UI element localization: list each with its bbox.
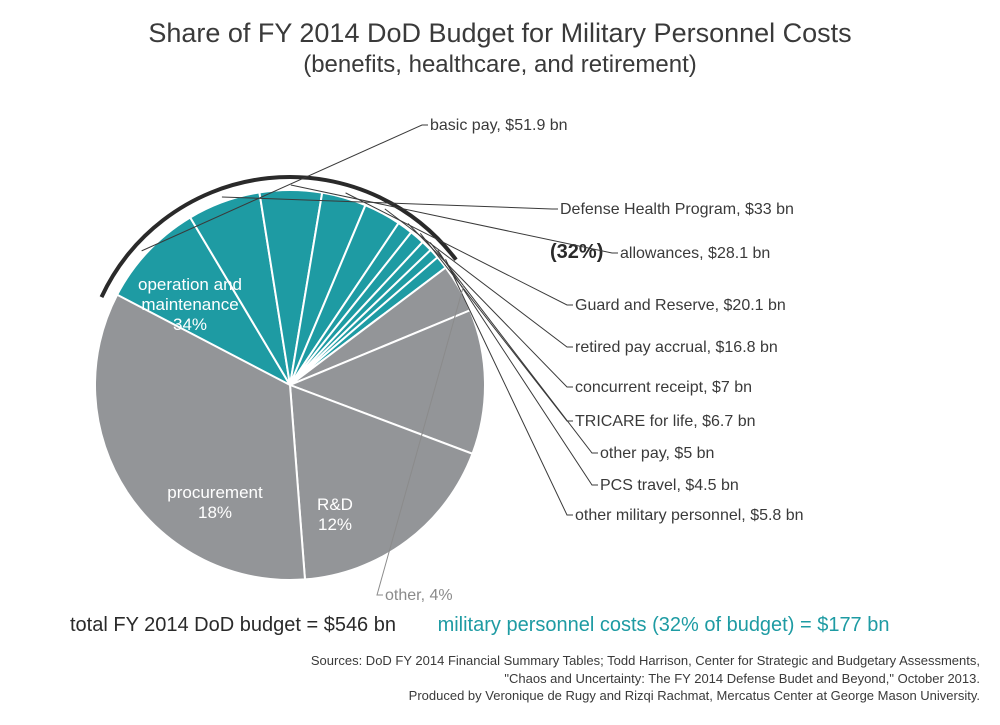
slice-label-interior: R&D12% xyxy=(317,495,353,534)
slice-label-exterior: basic pay, $51.9 bn xyxy=(430,117,568,134)
slice-label-exterior: allowances, $28.1 bn xyxy=(620,245,770,262)
slice-label-exterior: Guard and Reserve, $20.1 bn xyxy=(575,297,786,314)
source-line: Produced by Veronique de Rugy and Rizqi … xyxy=(0,687,980,705)
slice-label-exterior: TRICARE for life, $6.7 bn xyxy=(575,413,756,430)
military-cost-text: military personnel costs (32% of budget)… xyxy=(438,614,890,637)
summary-line: total FY 2014 DoD budget = $546 bn milit… xyxy=(0,614,1000,637)
pie-chart-svg: (32%)R&D12%procurement18%operation andma… xyxy=(0,100,1000,620)
chart-area: (32%)R&D12%procurement18%operation andma… xyxy=(0,100,1000,620)
sources-block: Sources: DoD FY 2014 Financial Summary T… xyxy=(0,652,1000,705)
slice-label-exterior: PCS travel, $4.5 bn xyxy=(600,477,739,494)
chart-title: Share of FY 2014 DoD Budget for Military… xyxy=(0,18,1000,49)
slice-label-exterior: other military personnel, $5.8 bn xyxy=(575,507,804,524)
slice-label-exterior: retired pay accrual, $16.8 bn xyxy=(575,339,778,356)
slice-label-exterior: concurrent receipt, $7 bn xyxy=(575,379,752,396)
slice-label-exterior: other pay, $5 bn xyxy=(600,445,714,462)
chart-subtitle: (benefits, healthcare, and retirement) xyxy=(0,51,1000,79)
figure-root: { "title": { "line1": "Share of FY 2014 … xyxy=(0,0,1000,725)
slice-label-exterior: Defense Health Program, $33 bn xyxy=(560,201,794,218)
group-arc-label: (32%) xyxy=(550,241,603,263)
source-line: "Chaos and Uncertainty: The FY 2014 Defe… xyxy=(0,670,980,688)
chart-title-block: Share of FY 2014 DoD Budget for Military… xyxy=(0,18,1000,79)
source-line: Sources: DoD FY 2014 Financial Summary T… xyxy=(0,652,980,670)
total-budget-text: total FY 2014 DoD budget = $546 bn xyxy=(70,614,396,637)
slice-label-exterior: other, 4% xyxy=(385,587,453,604)
